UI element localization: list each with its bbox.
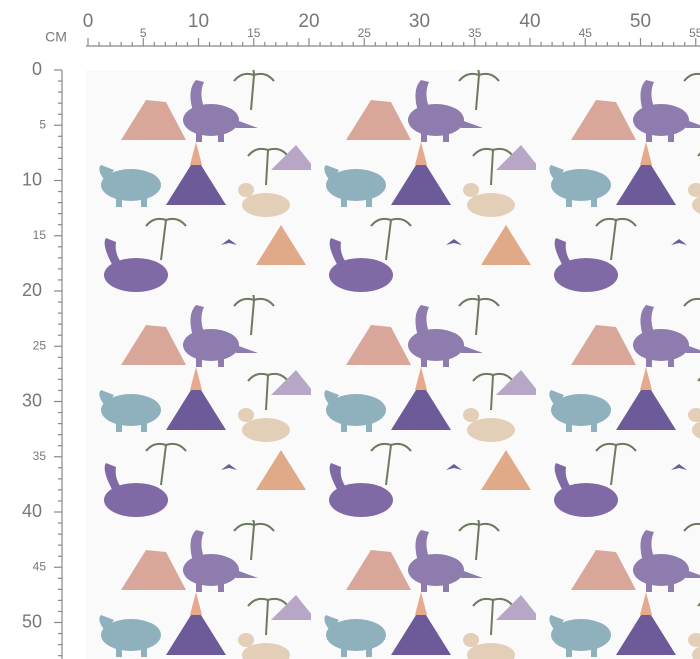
left-ruler-label: 15 xyxy=(33,228,47,242)
left-ruler-label: 20 xyxy=(22,280,42,300)
left-ruler-label: 25 xyxy=(33,338,47,352)
top-ruler-label: 5 xyxy=(140,26,147,40)
top-ruler-label: 0 xyxy=(83,11,94,32)
top-ruler-label: 40 xyxy=(519,11,540,32)
left-ruler-label: 45 xyxy=(33,559,47,573)
top-ruler-label: 20 xyxy=(298,11,319,32)
top-ruler-label: 50 xyxy=(630,11,651,32)
left-ruler-label: 10 xyxy=(22,169,42,189)
fabric-pattern xyxy=(86,70,700,659)
left-ruler-label: 40 xyxy=(22,501,42,521)
left-ruler-label: 5 xyxy=(39,117,46,131)
top-ruler-label: 45 xyxy=(579,26,593,40)
rulers: 0 5 10 15 20 25 30 35 40 45 50 55 0 5 10 15 20 25 30 35 40 45… xyxy=(22,11,700,657)
left-ruler-label: 0 xyxy=(32,59,42,79)
top-ruler-label: 10 xyxy=(188,11,209,32)
left-ruler-label: 35 xyxy=(33,449,47,463)
unit-label: CM xyxy=(45,29,67,45)
top-ruler-label: 25 xyxy=(358,26,372,40)
left-ruler-label: 30 xyxy=(22,390,42,410)
top-ruler-label: 55 xyxy=(689,26,700,40)
left-ruler-label: 50 xyxy=(22,611,42,631)
top-ruler-label: 35 xyxy=(468,26,482,40)
top-ruler-label: 30 xyxy=(409,11,430,32)
top-ruler-label: 15 xyxy=(247,26,261,40)
